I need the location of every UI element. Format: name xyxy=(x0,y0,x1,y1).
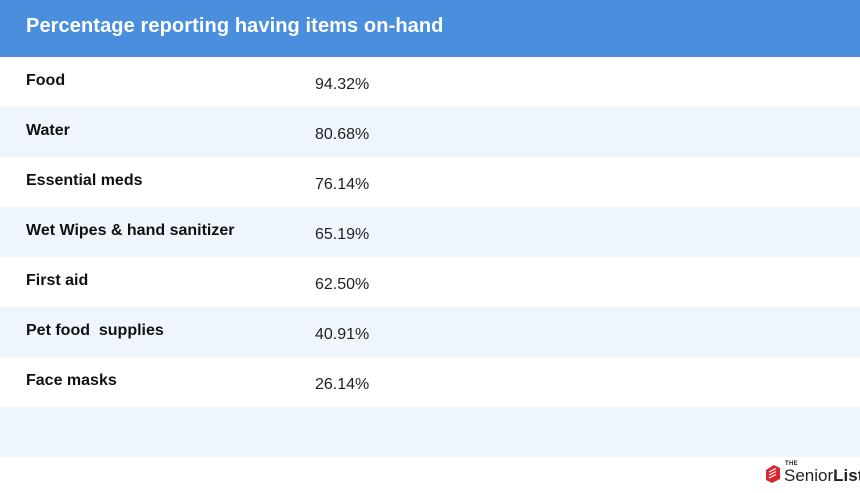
row-value: 65.19% xyxy=(315,226,370,243)
table-row: Pet food supplies 40.91% xyxy=(0,307,860,357)
table-row: Water 80.68% xyxy=(0,107,860,157)
row-label: Face masks xyxy=(26,372,117,389)
row-label: Pet food supplies xyxy=(26,322,164,339)
row-label: Water xyxy=(26,122,70,139)
row-value: 94.32% xyxy=(315,76,370,93)
table-row-empty xyxy=(0,407,860,457)
logo-mark-icon xyxy=(766,465,780,483)
table-body: Food 94.32% Water 80.68% Essential meds … xyxy=(0,57,860,457)
table-row: First aid 62.50% xyxy=(0,257,860,307)
row-value: 76.14% xyxy=(315,176,370,193)
senior-list-logo: THE SeniorList xyxy=(764,461,860,487)
row-value: 62.50% xyxy=(315,276,370,293)
row-label: First aid xyxy=(26,272,89,289)
table-row: Food 94.32% xyxy=(0,57,860,107)
row-value: 80.68% xyxy=(315,126,370,143)
table-row: Face masks 26.14% xyxy=(0,357,860,407)
row-label: Food xyxy=(26,72,66,89)
row-label: Wet Wipes & hand sanitizer xyxy=(26,222,235,239)
table-header: Percentage reporting having items on-han… xyxy=(0,0,860,57)
table-row: Essential meds 76.14% xyxy=(0,157,860,207)
row-value: 26.14% xyxy=(315,376,370,393)
row-label: Essential meds xyxy=(26,172,143,189)
logo-the: THE xyxy=(785,461,798,467)
table-row: Wet Wipes & hand sanitizer 65.19% xyxy=(0,207,860,257)
table-title: Percentage reporting having items on-han… xyxy=(26,15,444,37)
row-value: 40.91% xyxy=(315,326,370,343)
logo-wordmark: SeniorList xyxy=(784,466,860,485)
